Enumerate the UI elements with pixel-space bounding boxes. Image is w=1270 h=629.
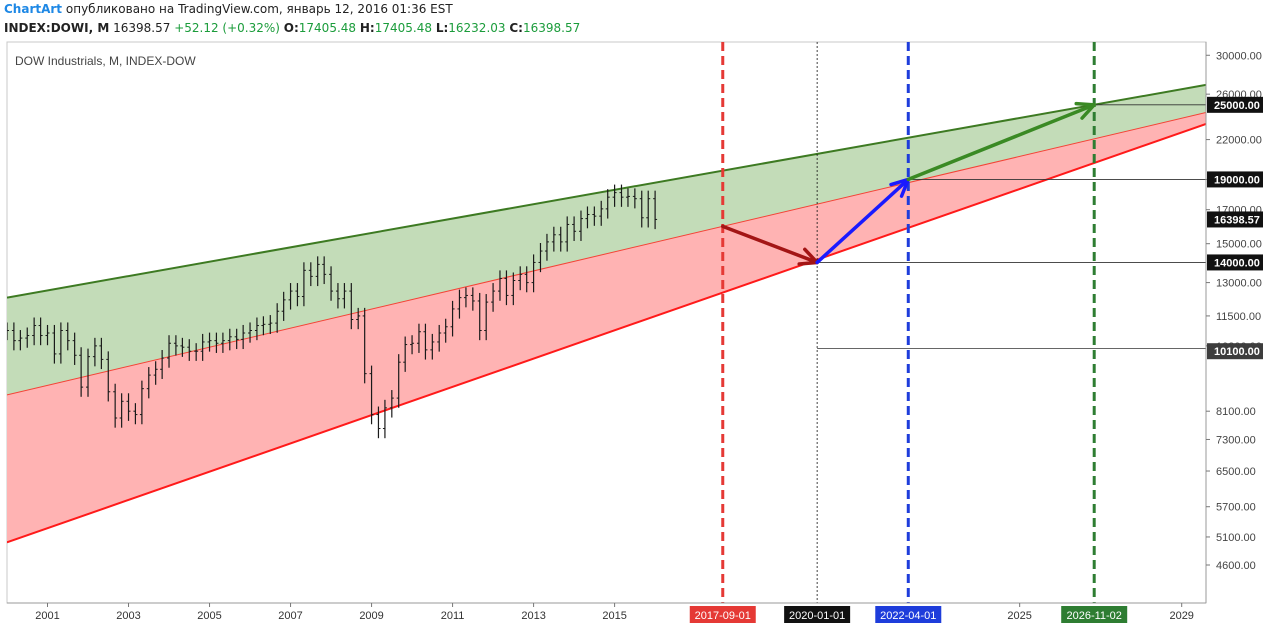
lower-trendline[interactable] [7,123,1206,544]
price-tag[interactable] [1207,254,1263,271]
x-tick-label: 2005 [197,610,221,622]
x-tick-label: 2003 [116,610,140,622]
x-tick-label: 2009 [359,610,383,622]
upper-channel-fill [7,84,1206,395]
y-tick-label: 13000.00 [1216,278,1262,290]
x-tick-label: 2007 [278,610,302,622]
projection-arrow-up-green[interactable] [906,103,1096,182]
close-value: 16398.57 [522,21,581,35]
change-value: +52.12 (+0.32%) [174,21,280,35]
date-marker-tag[interactable] [875,606,942,623]
projection-arrow-up-blue[interactable] [815,177,911,265]
x-tick-label: 2025 [1007,610,1031,622]
projection-arrow-up-green-head [1074,101,1096,120]
open-value: 17405.48 [298,21,357,35]
open-label: O: [283,21,299,35]
publish-info: опубликовано на TradingView.com, январь … [65,2,453,16]
y-tick-label: 15000.00 [1216,239,1262,251]
publish-header: ChartArt опубликовано на TradingView.com… [4,2,453,16]
date-marker-label: 2020-01-01 [789,610,845,622]
close-label: C: [509,21,523,35]
y-tick-label: 6500.00 [1216,466,1256,478]
price-tag[interactable] [1207,171,1263,188]
date-marker-label: 2026-11-02 [1066,610,1121,622]
price-tag-label: 16398.57 [1214,214,1260,226]
date-marker-label: 2017-09-01 [695,610,751,622]
lower-channel-fill [7,112,1206,543]
date-marker-label: 2022-04-01 [880,610,936,622]
x-tick-label: 2011 [441,610,465,622]
price-tag[interactable] [1207,343,1263,360]
y-tick-label: 8100.00 [1216,406,1256,418]
high-value: 17405.48 [374,21,432,35]
price-tag-label: 19000.00 [1214,174,1260,186]
chart-title: DOW Industrials, M, INDEX-DOW [15,54,196,68]
x-tick-label: 2015 [602,610,626,622]
projection-arrow-down[interactable] [721,224,819,265]
date-marker-tag[interactable] [784,606,851,623]
date-marker-tag[interactable] [689,606,756,623]
price-tag-label: 25000.00 [1214,100,1260,112]
y-tick-label: 4600.00 [1216,560,1256,572]
price-tag[interactable] [1207,96,1263,113]
price-tag-label: 10100.00 [1214,346,1260,358]
price-tag-label: 14000.00 [1214,257,1260,269]
low-label: L: [435,21,449,35]
mid-trendline[interactable] [7,112,1206,396]
high-label: H: [359,21,375,35]
ohlc-legend: INDEX:DOWI, M 16398.57 +52.12 (+0.32%) O… [4,21,580,35]
y-tick-label: 30000.00 [1216,50,1262,62]
y-tick-label: 7300.00 [1216,434,1256,446]
y-tick-label: 11500.00 [1216,311,1261,323]
price-tag[interactable] [1207,211,1263,228]
y-tick-label: 5700.00 [1216,502,1256,514]
symbol-label: INDEX:DOWI, M [4,21,110,35]
x-tick-label: 2029 [1169,610,1193,622]
y-tick-label: 22000.00 [1216,135,1262,147]
last-price: 16398.57 [113,21,171,35]
x-tick-label: 2013 [521,610,545,622]
x-tick-label: 2001 [35,610,59,622]
low-value: 16232.03 [448,21,506,35]
brand-logo[interactable]: ChartArt [4,2,63,16]
date-marker-tag[interactable] [1061,606,1128,623]
y-tick-label: 5100.00 [1216,532,1256,544]
upper-trendline[interactable] [7,83,1206,299]
